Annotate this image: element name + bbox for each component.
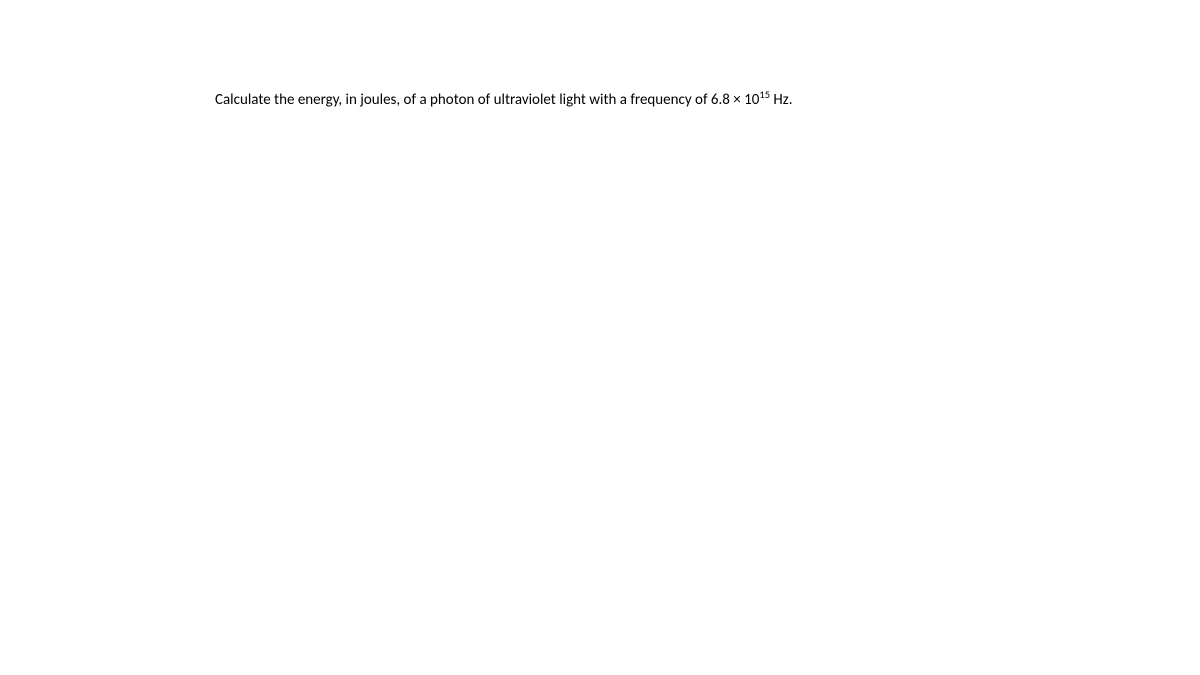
question-text-suffix: Hz.: [770, 91, 792, 109]
question-text: Calculate the energy, in joules, of a ph…: [215, 90, 792, 111]
question-text-prefix: Calculate the energy, in joules, of a ph…: [215, 91, 759, 109]
question-exponent: 15: [759, 88, 770, 101]
